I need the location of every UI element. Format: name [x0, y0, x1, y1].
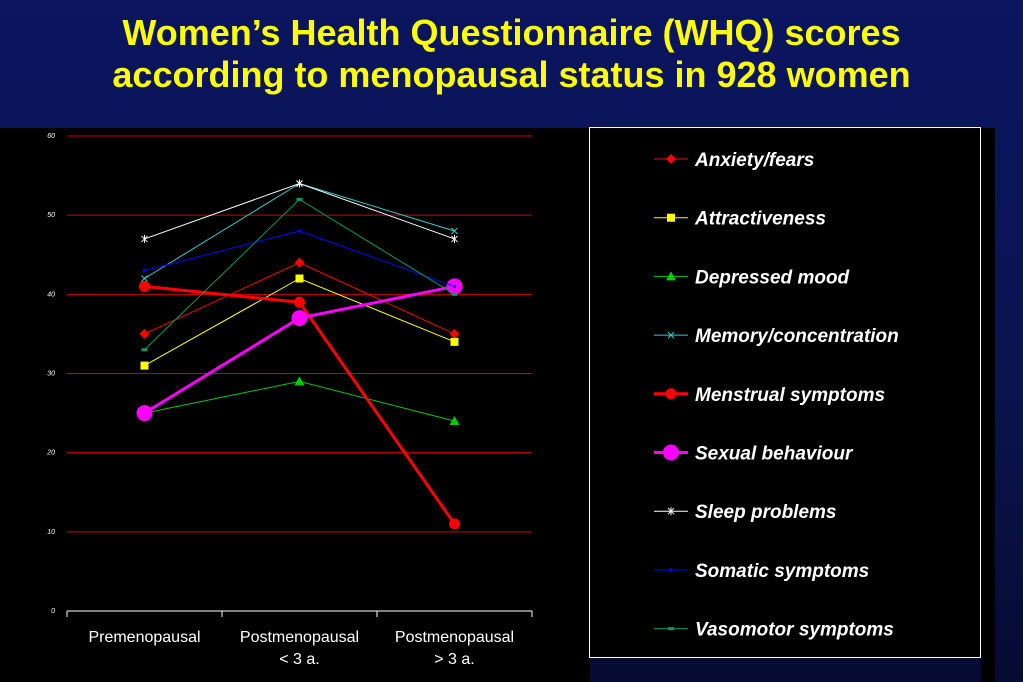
chart-title-line-2: according to menopausal status in 928 wo…: [112, 54, 911, 95]
data-point-sleep-problems: [451, 234, 458, 243]
legend-swatch-marker: [667, 331, 675, 339]
plot-panel: 0 10 20 30 40 50 60 Premenopausal Postmenopausal…: [0, 128, 590, 682]
data-point-anxiety-fears: [139, 328, 150, 339]
legend-label: Memory/concentration: [695, 326, 899, 347]
series-vasomotor-symptoms: [141, 197, 458, 352]
data-point-vasomotor-symptoms: [296, 197, 303, 201]
data-point-depressed-mood: [449, 416, 460, 425]
y-tick-label-30: 30: [47, 371, 55, 378]
data-point-menstrual-symptoms: [294, 296, 305, 308]
series-anxiety-fears: [139, 257, 460, 339]
chart-title-line-1: Women’s Health Questionnaire (WHQ) score…: [122, 12, 901, 53]
series-depressed-mood: [139, 376, 460, 425]
legend-swatch-marker: [665, 388, 677, 400]
legend-label: Menstrual symptoms: [695, 385, 885, 406]
y-tick-label-50: 50: [47, 212, 55, 219]
legend-shadow: [981, 128, 995, 682]
legend-swatch-marker-stroke: [667, 331, 675, 339]
legend-item-depressed-mood: Depressed mood: [654, 267, 850, 288]
data-point-menstrual-symptoms: [139, 280, 150, 292]
data-point-attractiveness: [450, 337, 459, 346]
legend-label: Attractiveness: [694, 209, 826, 230]
legend-item-somatic-symptoms: Somatic symptoms: [654, 561, 869, 582]
data-point-somatic-symptoms: [142, 268, 147, 273]
data-point-sexual-behaviour: [136, 405, 153, 422]
series-somatic-symptoms: [142, 229, 457, 289]
data-point-menstrual-symptoms: [449, 518, 460, 530]
data-point-somatic-symptoms: [297, 229, 302, 233]
legend-item-anxiety-fears: Anxiety/fears: [654, 150, 814, 171]
legend-item-memory-concentration: Memory/concentration: [654, 326, 899, 347]
legend-item-sexual-behaviour: Sexual behaviour: [654, 444, 854, 465]
legend-swatch-marker: [669, 568, 673, 572]
legend-label: Depressed mood: [695, 267, 850, 288]
y-tick-label-60: 60: [47, 133, 55, 140]
data-point-somatic-symptoms: [452, 284, 457, 289]
legend-swatch-marker: [666, 154, 676, 164]
legend-swatch-marker: [666, 271, 676, 281]
data-point-memory-concentration-stroke: [451, 227, 458, 235]
legend-item-sleep-problems: Sleep problems: [654, 502, 837, 523]
series-attractiveness: [140, 274, 459, 370]
y-tick-label-20: 20: [46, 450, 55, 457]
data-point-anxiety-fears: [294, 257, 305, 268]
data-point-vasomotor-symptoms: [451, 292, 458, 296]
x-tick-label: Premenopausal: [88, 629, 200, 646]
y-tick-label-40: 40: [47, 291, 55, 298]
legend-label: Somatic symptoms: [695, 561, 869, 582]
data-point-attractiveness: [140, 361, 149, 370]
data-point-depressed-mood: [294, 376, 305, 386]
y-tick-label-10: 10: [47, 529, 55, 536]
data-point-anxiety-fears: [449, 328, 460, 339]
data-point-sleep-problems: [296, 179, 303, 188]
legend: Anxiety/fears Attractiveness Depressed moo…: [589, 127, 981, 658]
legend-item-vasomotor-symptoms: Vasomotor symptoms: [654, 620, 894, 641]
data-point-memory-concentration: [451, 227, 458, 235]
legend-swatch-marker: [668, 627, 674, 631]
x-tick-label: Postmenopausal: [395, 629, 514, 646]
series-sleep-problems: [141, 179, 458, 243]
legend-item-menstrual-symptoms: Menstrual symptoms: [654, 385, 885, 406]
legend-label: Sexual behaviour: [695, 444, 854, 465]
data-point-memory-concentration: [141, 275, 148, 282]
legend-swatch-marker: [667, 213, 675, 222]
data-point-vasomotor-symptoms: [141, 348, 148, 352]
legend-swatch-marker: [663, 444, 679, 461]
x-tick-label: < 3 a.: [279, 651, 319, 668]
x-tick-label: Postmenopausal: [240, 629, 359, 646]
series-menstrual-symptoms: [139, 280, 460, 530]
legend-entries: Anxiety/fears Attractiveness Depressed moo…: [654, 150, 899, 641]
data-point-attractiveness: [295, 274, 304, 283]
legend-label: Sleep problems: [695, 502, 837, 523]
y-tick-label-0: 0: [51, 608, 55, 615]
legend-swatch-marker: [667, 507, 675, 516]
series-line-depressed-mood: [144, 380, 455, 422]
x-tick-label: > 3 a.: [434, 651, 474, 668]
data-point-sleep-problems: [141, 234, 148, 243]
legend-label: Vasomotor symptoms: [695, 620, 894, 641]
line-chart: 0 10 20 30 40 50 60 Premenopausal Postmenopausal…: [46, 133, 533, 668]
legend-label: Anxiety/fears: [694, 150, 814, 171]
data-point-memory-concentration-stroke: [141, 275, 148, 282]
data-point-sexual-behaviour: [291, 310, 308, 327]
legend-item-attractiveness: Attractiveness: [654, 209, 826, 230]
chart-title: Women’s Health Questionnaire (WHQ) score…: [0, 12, 1023, 96]
